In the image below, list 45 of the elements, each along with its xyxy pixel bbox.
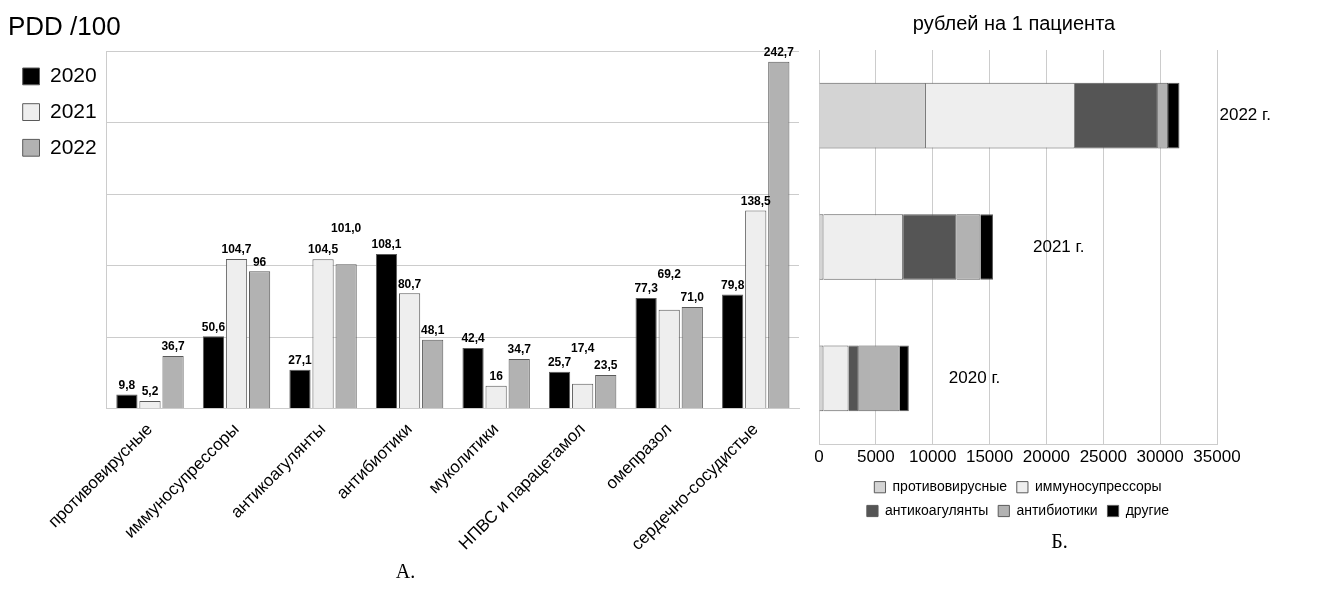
data-label: 80,7 bbox=[397, 276, 422, 291]
data-label: 50,6 bbox=[201, 319, 226, 334]
data-label: 242,7 bbox=[763, 44, 795, 59]
data-label: 5,2 bbox=[141, 384, 159, 399]
data-label: 34,7 bbox=[507, 342, 532, 357]
legend-label: антикоагулянты bbox=[885, 501, 989, 518]
data-label: 108,1 bbox=[371, 237, 402, 252]
x-tick-label: 25000 bbox=[1079, 446, 1127, 466]
y-tick-label: 2022 г. bbox=[1219, 105, 1271, 125]
data-label: 104,5 bbox=[308, 242, 339, 257]
y-tick-label: 2020 г. bbox=[948, 368, 1001, 388]
data-label: 138,5 bbox=[740, 193, 772, 208]
data-label: 36,7 bbox=[161, 339, 186, 354]
legend-label: 2020 bbox=[50, 63, 97, 87]
data-label: 71,0 bbox=[680, 290, 705, 305]
data-label: 42,4 bbox=[461, 331, 486, 346]
chart-title: рублей на 1 пациента bbox=[912, 11, 1117, 34]
data-label: 101,0 bbox=[331, 221, 362, 236]
x-tick-label: 20000 bbox=[1022, 446, 1071, 466]
data-label: 27,1 bbox=[288, 353, 312, 368]
data-label: 9,8 bbox=[118, 377, 136, 392]
y-tick-label: 2021 г. bbox=[1032, 236, 1085, 256]
x-tick-label: 30000 bbox=[1136, 446, 1184, 466]
legend-label: другие bbox=[1125, 501, 1170, 518]
legend-label: антибиотики bbox=[1016, 501, 1098, 518]
data-label: 96 bbox=[252, 254, 267, 269]
x-tick-label: 35000 bbox=[1193, 446, 1241, 466]
data-label: 79,8 bbox=[720, 277, 745, 292]
text: Б. bbox=[1051, 530, 1068, 553]
data-label: 17,4 bbox=[570, 341, 595, 355]
legend-label: 2022 bbox=[50, 134, 97, 158]
data-label: 48,1 bbox=[420, 323, 445, 338]
x-tick-label: 15000 bbox=[965, 446, 1014, 466]
data-label: 23,5 bbox=[594, 358, 618, 373]
x-tick-label: 10000 bbox=[909, 446, 957, 466]
x-tick-label: 5000 bbox=[856, 446, 895, 466]
data-label: 25,7 bbox=[547, 355, 572, 370]
data-label: 104,7 bbox=[221, 242, 252, 257]
legend-label: 2021 bbox=[50, 98, 97, 122]
data-label: 16 bbox=[489, 369, 504, 383]
text: А. bbox=[395, 560, 416, 583]
chart-title: PDD /100 bbox=[8, 10, 121, 41]
data-label: 77,3 bbox=[634, 281, 659, 296]
x-tick-label: 0 bbox=[814, 446, 824, 466]
data-label: 69,2 bbox=[657, 266, 682, 281]
